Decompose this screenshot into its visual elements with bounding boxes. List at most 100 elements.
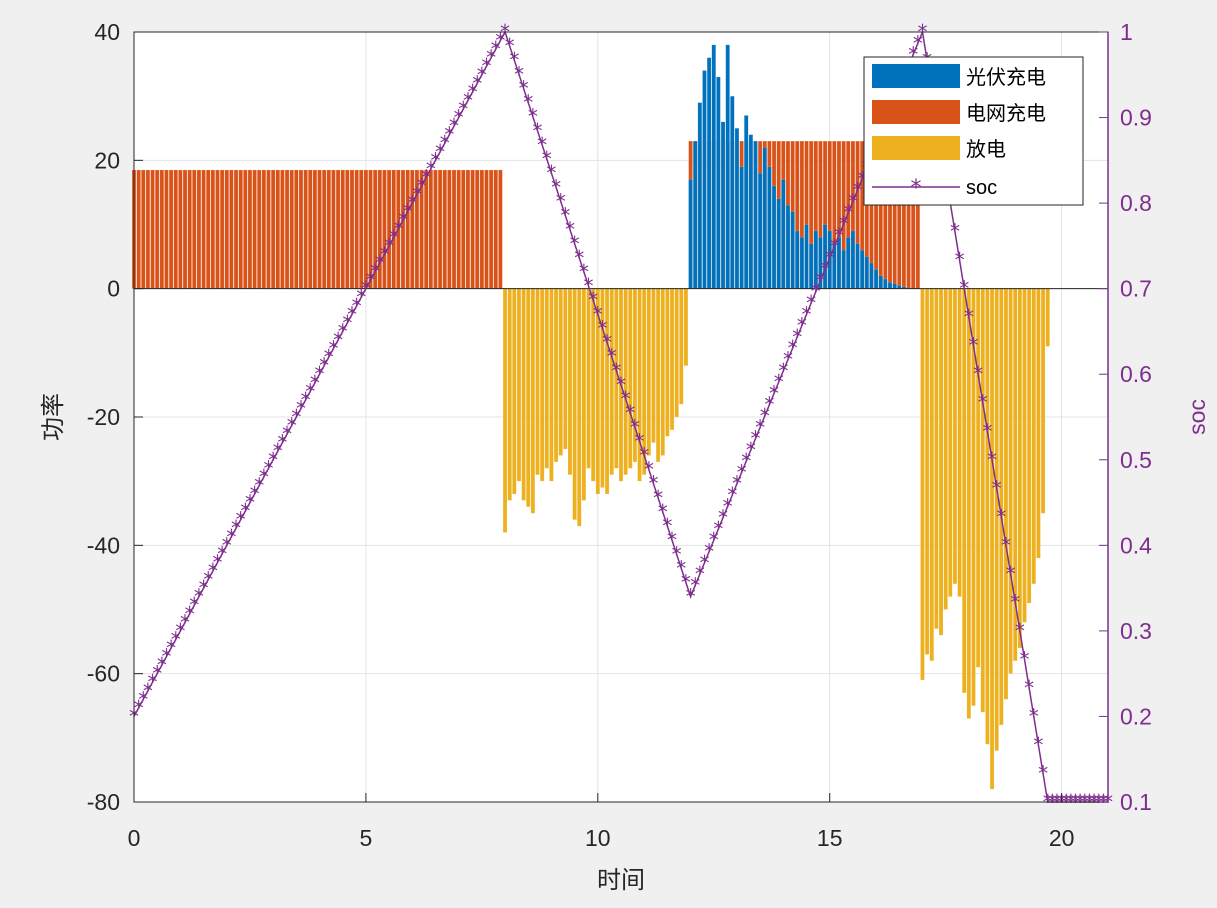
soc-marker: *	[379, 242, 389, 266]
soc-marker: *	[537, 133, 547, 157]
soc-marker: *	[370, 260, 380, 284]
pv-charge-bar	[720, 121, 726, 289]
grid-charge-bar	[192, 169, 197, 289]
soc-marker: *	[839, 212, 849, 236]
soc-marker: *	[848, 189, 858, 213]
grid-charge-bar	[247, 169, 253, 289]
y-tick-label-left: 40	[94, 19, 120, 45]
discharge-bar	[516, 288, 522, 482]
grid-charge-bar	[488, 169, 494, 289]
soc-marker: *	[138, 687, 148, 711]
soc-marker: *	[166, 636, 176, 660]
discharge-bar	[660, 288, 665, 456]
soc-marker: *	[259, 465, 269, 489]
soc-marker: *	[769, 381, 779, 405]
grid-charge-bar	[206, 169, 211, 289]
pv-charge-bar	[887, 282, 893, 289]
soc-marker: *	[732, 472, 742, 496]
legend-label-discharge: 放电	[966, 137, 1006, 161]
grid-charge-bar	[456, 169, 461, 289]
soc-marker: *	[857, 167, 867, 191]
soc-marker: *	[607, 345, 617, 369]
soc-marker: *	[152, 662, 162, 686]
soc-marker: *	[820, 257, 830, 281]
soc-marker: *	[829, 235, 839, 259]
soc-marker: *	[398, 208, 408, 232]
soc-marker: *	[644, 458, 654, 482]
soc-marker: *	[342, 311, 352, 335]
soc-marker: *	[509, 48, 519, 72]
soc-marker: *	[853, 178, 863, 202]
discharge-bar	[1036, 288, 1041, 559]
pv-charge-bar	[846, 237, 851, 289]
soc-marker: *	[157, 653, 167, 677]
soc-marker: *	[338, 319, 348, 343]
pv-charge-bar	[734, 128, 740, 289]
grid-charge-bar	[201, 169, 206, 289]
pv-charge-bar	[883, 278, 888, 289]
soc-marker: *	[189, 593, 199, 617]
soc-marker: *	[296, 396, 306, 420]
y-tick-label-left: -20	[87, 404, 120, 430]
discharge-bar	[962, 288, 967, 694]
pv-charge-bar	[739, 166, 744, 289]
soc-marker: *	[635, 429, 645, 453]
soc-marker: *	[815, 268, 825, 292]
soc-marker: *	[723, 494, 733, 518]
soc-marker: *	[843, 201, 853, 225]
soc-marker: *	[625, 401, 635, 425]
soc-marker: *	[375, 251, 385, 275]
soc-marker: *	[222, 533, 232, 557]
soc-marker: *	[806, 291, 816, 315]
grid-charge-bar	[312, 169, 318, 289]
grid-charge-bar	[349, 169, 355, 289]
soc-marker: *	[421, 165, 431, 189]
y-tick-label-right: 0.7	[1120, 276, 1152, 302]
soc-marker: *	[291, 405, 301, 429]
soc-marker: *	[1033, 733, 1043, 757]
soc-marker: *	[630, 415, 640, 439]
pv-charge-bar	[688, 179, 693, 289]
discharge-bar	[651, 288, 656, 443]
grid-charge-bar	[493, 169, 498, 289]
soc-marker: *	[556, 189, 566, 213]
soc-marker: *	[333, 328, 343, 352]
soc-marker: *	[778, 359, 788, 383]
soc-marker: *	[955, 248, 965, 272]
soc-marker: *	[277, 431, 287, 455]
discharge-bar	[1003, 288, 1009, 700]
legend-swatch-pv	[872, 64, 960, 88]
grid-charge-bar	[280, 169, 285, 289]
soc-marker: *	[611, 359, 621, 383]
soc-marker: *	[273, 439, 283, 463]
y-tick-label-right: 0.3	[1120, 618, 1152, 644]
grid-charge-bar	[447, 169, 452, 289]
discharge-bar	[535, 288, 540, 475]
soc-marker: *	[231, 516, 241, 540]
grid-charge-bar	[451, 169, 457, 289]
discharge-bar	[526, 288, 531, 508]
soc-marker: *	[477, 63, 487, 87]
soc-marker: *	[328, 337, 338, 361]
soc-marker: *	[713, 517, 723, 541]
grid-charge-bar	[215, 169, 220, 289]
soc-marker: *	[811, 280, 821, 304]
discharge-bar	[521, 288, 526, 501]
pv-charge-bar	[781, 179, 786, 289]
soc-marker: *	[574, 246, 584, 270]
soc-marker: *	[542, 147, 552, 171]
soc-marker: *	[751, 427, 761, 451]
soc-marker: *	[356, 285, 366, 309]
discharge-bar	[679, 288, 684, 405]
discharge-bar	[665, 288, 670, 437]
discharge-bar	[674, 288, 679, 418]
soc-marker: *	[217, 542, 227, 566]
grid-charge-bar	[442, 169, 447, 289]
soc-marker: *	[528, 105, 538, 129]
soc-marker: *	[964, 305, 974, 329]
soc-marker: *	[546, 161, 556, 185]
grid-charge-bar	[261, 169, 267, 289]
pv-charge-bar	[767, 166, 772, 289]
discharge-bar	[628, 288, 633, 469]
x-axis-label: 时间	[597, 866, 645, 894]
